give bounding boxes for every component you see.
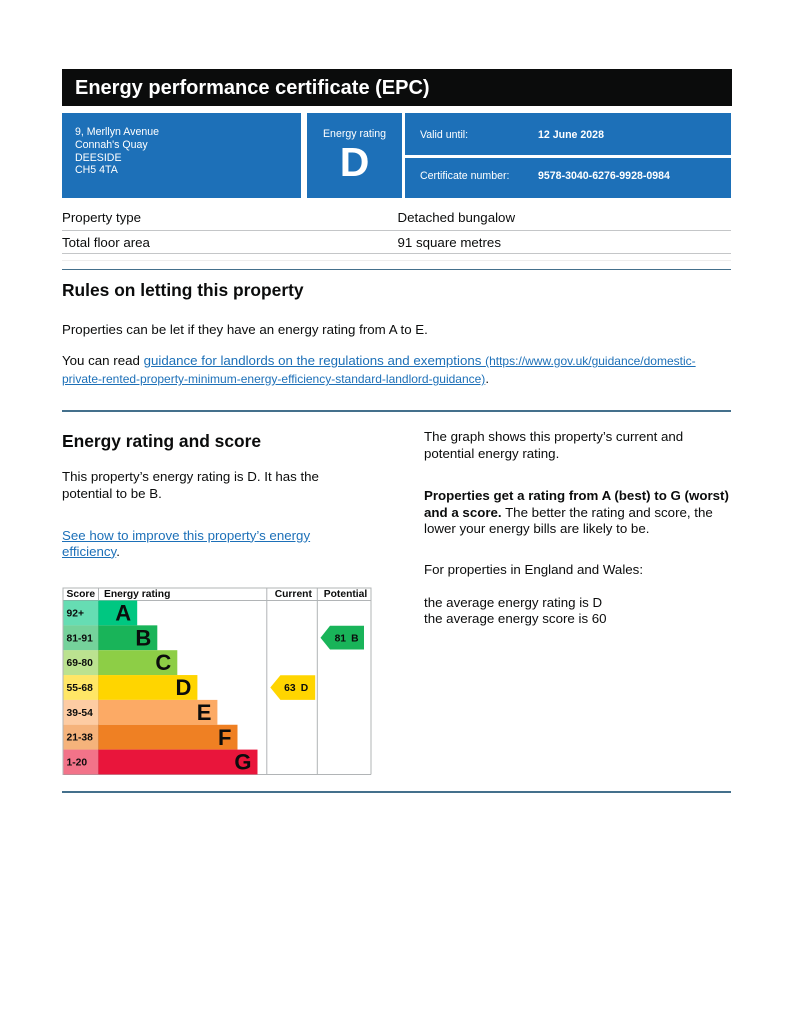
svg-text:C: C (155, 650, 171, 675)
svg-text:39-54: 39-54 (67, 708, 94, 719)
svg-text:G: G (234, 750, 251, 775)
svg-text:69-80: 69-80 (67, 658, 94, 669)
svg-text:D: D (176, 675, 192, 700)
svg-text:Potential: Potential (324, 589, 368, 600)
svg-text:Current: Current (275, 589, 313, 600)
svg-text:B: B (135, 625, 151, 650)
svg-text:81 B: 81 B (335, 633, 359, 644)
svg-text:81-91: 81-91 (67, 633, 94, 644)
svg-text:92+: 92+ (67, 608, 84, 619)
svg-text:1-20: 1-20 (67, 758, 88, 769)
svg-text:21-38: 21-38 (67, 733, 94, 744)
svg-text:63 D: 63 D (284, 683, 308, 694)
svg-text:Score: Score (67, 589, 96, 600)
svg-text:E: E (197, 700, 212, 725)
svg-text:Energy rating: Energy rating (104, 589, 170, 600)
svg-text:A: A (115, 601, 131, 626)
svg-text:F: F (218, 725, 231, 750)
svg-text:55-68: 55-68 (67, 683, 94, 694)
